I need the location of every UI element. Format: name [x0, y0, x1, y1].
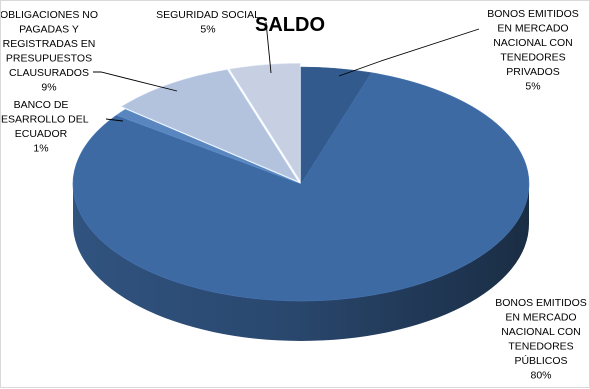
slice-label: OBLIGACIONES NO PAGADAS Y REGISTRADAS EN PR… — [1, 9, 98, 94]
leader-line — [265, 21, 272, 74]
leader-line — [105, 118, 124, 122]
slice-label: BONOS EMITIDOS EN MERCADO NACIONAL CON TENE… — [495, 297, 587, 382]
pie-tops — [72, 63, 530, 302]
chart-title: SALDO — [255, 14, 325, 36]
pie-sides — [73, 184, 529, 341]
slice-label: BONOS EMITIDOS EN MERCADO NACIONAL CON TENE… — [487, 8, 579, 93]
slice-label: SEGURIDAD SOCIAL 5% — [156, 9, 260, 36]
pie-slice — [72, 72, 530, 302]
pie-slice — [121, 69, 299, 182]
pie-slice — [115, 109, 302, 185]
leader-lines — [93, 21, 480, 122]
pie-slice — [229, 63, 301, 182]
slice-label: BANCO DE DESARROLLO DEL ECUADOR 1% — [1, 99, 89, 155]
leader-line — [338, 28, 480, 77]
pie-slice-side — [73, 184, 529, 341]
leader-line — [93, 71, 178, 92]
slice-labels: BONOS EMITIDOS EN MERCADO NACIONAL CON TENE… — [1, 8, 587, 382]
